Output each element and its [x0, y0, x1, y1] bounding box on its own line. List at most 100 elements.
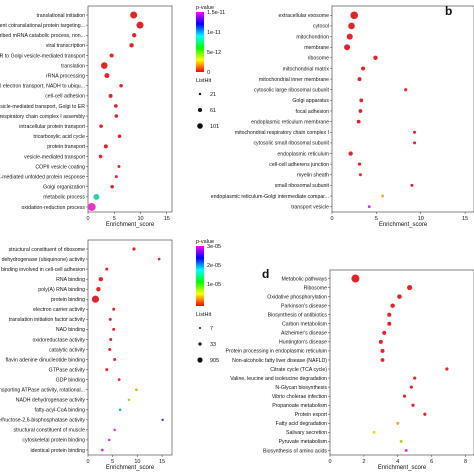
data-point	[119, 83, 123, 88]
data-point	[98, 276, 104, 282]
data-point	[358, 109, 363, 113]
data-point	[96, 287, 101, 292]
y-tick-label: fatty-acyl-CoA binding	[35, 408, 86, 414]
data-point	[387, 321, 392, 326]
y-tick-label: cytoskeletal protein binding	[22, 438, 85, 444]
y-tick-label: Non-alcoholic fatty liver disease (NAFLD…	[232, 358, 327, 364]
y-tick-label: GDP binding	[56, 377, 85, 383]
y-tick-label: N-Glycan biosynthesis	[275, 385, 327, 391]
data-point	[104, 73, 110, 79]
data-point	[114, 114, 119, 118]
y-tick-label: 6-phosphofructo-2-kinase/fructose-2,6-bi…	[0, 418, 85, 424]
y-tick-label: RNA binding	[56, 277, 85, 283]
data-point	[380, 348, 385, 353]
x-tick-label: 10	[418, 216, 424, 222]
y-tick-label: Golgi organization	[43, 185, 85, 191]
y-tick-label: protein transport	[47, 144, 85, 150]
data-point	[445, 367, 449, 371]
y-tick-label: cadherin binding involved in cell-cell a…	[0, 267, 85, 273]
x-tick-label: 10	[137, 216, 143, 222]
y-tick-label: Alzheimer's disease	[281, 331, 327, 337]
data-point	[423, 412, 427, 416]
legend-size-dot	[198, 342, 202, 346]
data-point	[402, 394, 407, 398]
y-tick-label: NADH dehydrogenase activity	[16, 398, 86, 404]
data-point	[404, 88, 408, 92]
y-tick-label: Citrate cycle (TCA cycle)	[270, 367, 327, 373]
x-axis-label: Enrichment_score	[378, 465, 427, 471]
y-tick-label: tricarboxylic acid cycle	[33, 134, 85, 140]
data-point	[410, 183, 414, 187]
data-point	[100, 62, 108, 69]
y-tick-label: cytosol	[313, 24, 329, 30]
data-point	[413, 130, 417, 134]
y-tick-label: Valine, leucine and isoleucine degradati…	[230, 376, 327, 382]
y-tick-label: Salivary secretion	[286, 430, 327, 436]
y-tick-label: mitochondrial inner membrane	[259, 77, 329, 83]
colorbar-tick-label: 2e-05	[207, 263, 221, 269]
data-point	[161, 418, 164, 422]
y-tick-label: mitochondrion	[296, 34, 329, 40]
y-tick-label: structural constituent of muscle	[13, 428, 85, 434]
data-point	[136, 21, 144, 29]
panel-label: b	[445, 4, 452, 18]
data-point	[108, 348, 112, 351]
data-point	[396, 421, 400, 425]
data-point	[110, 184, 114, 189]
y-tick-label: membrane	[304, 45, 329, 51]
x-tick-label: 0	[86, 459, 89, 465]
colorbar	[196, 246, 204, 306]
data-point	[135, 388, 138, 391]
plot-frame	[87, 5, 173, 213]
y-tick-label: vesicle-mediated transport	[24, 154, 85, 160]
data-point	[382, 330, 387, 335]
data-point	[117, 165, 121, 169]
y-tick-label: Carbon metabolism	[282, 322, 327, 328]
x-tick-label: 5	[113, 216, 116, 222]
y-tick-label: Parkinson's disease	[281, 303, 327, 309]
y-tick-label: Ribosome	[304, 285, 327, 291]
y-tick-label: Metabolic pathways	[281, 276, 327, 282]
data-point	[105, 368, 109, 372]
legend-size-label: 33	[210, 342, 216, 348]
y-tick-label: ribosome	[308, 56, 329, 62]
legend-size-dot	[197, 123, 203, 129]
chart-panel-4: d Metabolic pathways Ribosome Oxidative pho…	[226, 267, 474, 471]
legend-size-dot	[198, 108, 202, 112]
y-tick-label: translation	[61, 63, 85, 69]
y-tick-label: cytosolic small ribosomal subunit	[253, 141, 329, 147]
data-point	[109, 337, 113, 341]
y-tick-label: endoplasmic reticulum-Golgi intermediate…	[211, 194, 329, 200]
y-tick-label: cell-cell adhesion	[45, 94, 85, 100]
legend-color-title: p-value	[196, 239, 214, 245]
y-tick-label: cell-cell adherens junction	[269, 162, 329, 168]
y-tick-label: Protein export	[295, 412, 328, 418]
y-tick-label: identical protein binding	[30, 448, 85, 454]
data-point	[105, 267, 109, 271]
y-tick-label: ER to Golgi vesicle-mediated transport	[0, 53, 86, 59]
colorbar	[196, 12, 204, 72]
y-tick-label: translational initiation	[37, 13, 86, 19]
data-point	[378, 339, 383, 344]
data-point	[373, 55, 378, 61]
y-tick-label: poly(A) RNA binding	[38, 287, 85, 293]
data-point	[114, 175, 118, 179]
colorbar-tick-label: 1e-05	[207, 282, 221, 288]
data-point	[397, 294, 402, 299]
data-point	[130, 11, 138, 19]
data-point	[87, 202, 96, 211]
data-point	[127, 398, 131, 402]
x-axis-label: Enrichment_score	[106, 465, 155, 471]
data-point	[99, 124, 103, 128]
y-tick-label: intracellular protein transport	[19, 124, 85, 130]
legend-size-dot	[198, 92, 202, 96]
colorbar-tick-label: 1e-11	[207, 30, 221, 36]
x-tick-label: 5	[375, 216, 378, 222]
y-tick-label: myelin sheath	[297, 173, 329, 179]
data-point	[351, 274, 360, 283]
y-tick-label: Biosynthesis of amino acids	[263, 448, 327, 454]
data-point	[348, 151, 353, 156]
x-tick-label: 15	[159, 459, 165, 465]
data-point	[132, 33, 137, 38]
